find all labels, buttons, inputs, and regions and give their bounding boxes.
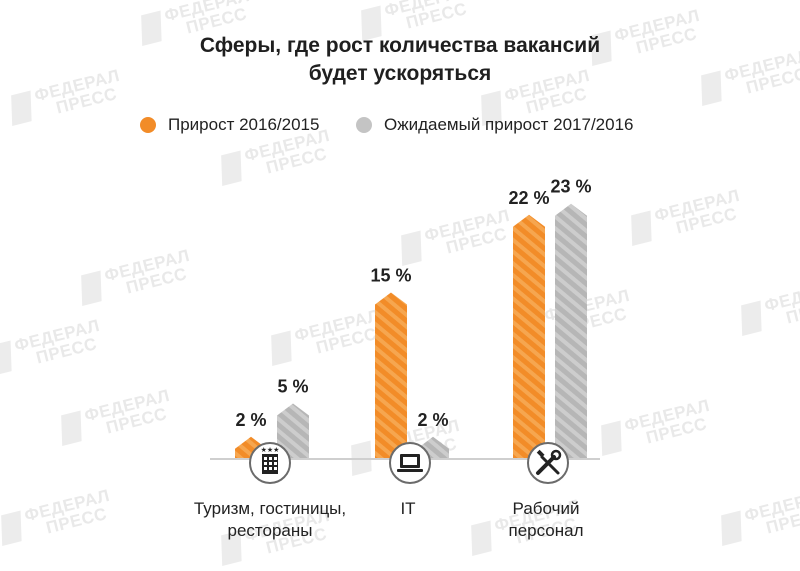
- value-label-series1-cat1: 2 %: [235, 410, 266, 430]
- category-label-1-line-1: Туризм, гостиницы,: [193, 499, 347, 518]
- icons-layer: ★★★: [249, 442, 569, 484]
- legend: Прирост 2016/2015 Ожидаемый прирост 2017…: [0, 115, 800, 139]
- value-label-series2-cat1: 5 %: [277, 377, 308, 397]
- bar-series2-cat3: [555, 203, 587, 459]
- value-label-series2-cat2: 2 %: [417, 410, 448, 430]
- legend-label-series-2: Ожидаемый прирост 2017/2016: [384, 115, 634, 134]
- category-label-2-line-1: IT: [400, 499, 416, 518]
- value-labels-layer: 2 % 5 % 15 % 2 % 22 %23 %: [235, 177, 591, 430]
- value-label-series2-cat3: 23 %: [550, 177, 591, 197]
- bar-series1-cat3: [513, 214, 545, 459]
- chart-title-line-1: Сферы, где рост количества вакансий: [199, 34, 601, 57]
- laptop-icon: [389, 442, 431, 484]
- svg-text:★★★: ★★★: [261, 446, 280, 454]
- category-label-1: Туризм, гостиницы, рестораны: [170, 498, 370, 542]
- legend-marker-orange: [140, 117, 156, 133]
- tools-icon: [527, 442, 569, 484]
- category-label-1-line-2: рестораны: [227, 521, 313, 540]
- legend-label-series-1: Прирост 2016/2015: [168, 115, 320, 134]
- value-label-series1-cat2: 15 %: [370, 266, 411, 286]
- hotel-icon: ★★★: [249, 442, 291, 484]
- category-label-2: IT: [308, 498, 508, 520]
- legend-item-series-2: Ожидаемый прирост 2017/2016: [356, 115, 633, 135]
- bar-series1-cat2: [375, 292, 407, 459]
- bars-layer: [235, 203, 587, 459]
- category-label-3: Рабочий персонал: [446, 498, 646, 542]
- bar-series2-cat1: [277, 403, 309, 459]
- value-label-series1-cat3: 22 %: [508, 188, 549, 208]
- chart-title: Сферы, где рост количества вакансий буде…: [0, 32, 800, 88]
- chart-title-line-2: будет ускоряться: [308, 62, 492, 85]
- category-label-3-line-1: Рабочий: [512, 499, 580, 518]
- legend-item-series-1: Прирост 2016/2015: [140, 115, 319, 135]
- legend-marker-gray: [356, 117, 372, 133]
- category-label-3-line-2: персонал: [508, 521, 584, 540]
